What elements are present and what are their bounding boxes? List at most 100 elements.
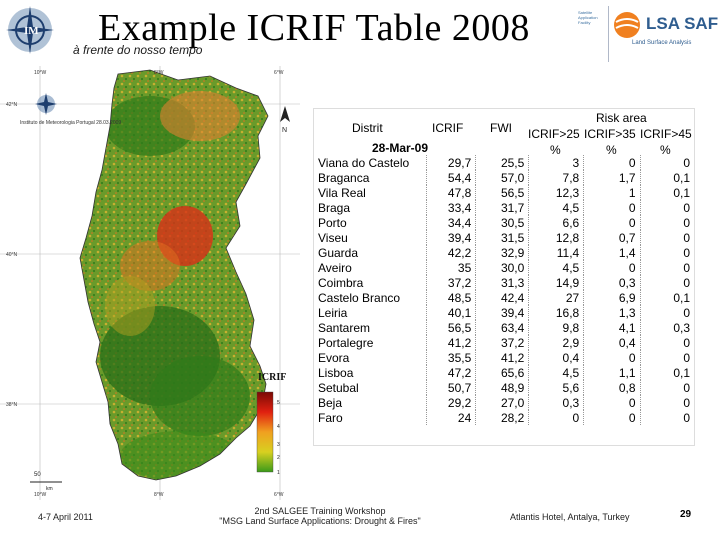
cell-risk25: 4,5 <box>528 260 584 275</box>
north-label: N <box>282 127 287 134</box>
col-header-icrif45: ICRIF>45 <box>640 127 692 141</box>
cell-risk35: 0 <box>583 350 641 365</box>
cell-risk25: 0,4 <box>528 350 584 365</box>
subtitle: à frente do nosso tempo <box>73 43 203 57</box>
icrif-data-table: Viana do Castelo 29,7 25,5 3 0 0 Braganca 54,4 5… <box>318 155 694 425</box>
table-row: Santarem 56,5 63,4 9,8 4,1 0,3 <box>318 320 694 335</box>
cell-risk45: 0 <box>639 245 694 260</box>
table-row: Faro 24 28,2 0 0 0 <box>318 410 694 425</box>
icrif-map: Instituto de Meteorologia Portugal 28.03… <box>0 66 300 500</box>
cell-risk35: 1,1 <box>583 365 641 380</box>
lon-label-10-bottom: 10°W <box>34 492 47 498</box>
cell-distrit: Guarda <box>318 245 359 260</box>
cell-icrif: 29,7 <box>425 155 476 170</box>
cell-fwi: 37,2 <box>475 335 529 350</box>
cell-icrif: 35,5 <box>425 350 476 365</box>
legend-value-1: 1 <box>277 470 280 476</box>
cell-fwi: 48,9 <box>475 380 529 395</box>
cell-risk25: 6,6 <box>528 215 584 230</box>
cell-icrif: 54,4 <box>425 170 476 185</box>
footer-event: 2nd SALGEE Training Workshop "MSG Land S… <box>202 506 438 526</box>
table-row: Coimbra 37,2 31,3 14,9 0,3 0 <box>318 275 694 290</box>
cell-distrit: Beja <box>318 395 343 410</box>
cell-icrif: 37,2 <box>425 275 476 290</box>
lon-label-6-bottom: 6°W <box>274 492 284 498</box>
cell-risk45: 0,1 <box>639 365 694 380</box>
cell-icrif: 56,5 <box>425 320 476 335</box>
header-divider <box>608 6 609 62</box>
cell-risk45: 0 <box>639 215 694 230</box>
cell-risk35: 1 <box>583 185 641 200</box>
cell-risk45: 0,1 <box>639 185 694 200</box>
cell-risk25: 4,5 <box>528 365 584 380</box>
table-row: Evora 35,5 41,2 0,4 0 0 <box>318 350 694 365</box>
cell-distrit: Leiria <box>318 305 348 320</box>
pct-label-35: % <box>606 143 617 157</box>
cell-distrit: Santarem <box>318 320 371 335</box>
page-number: 29 <box>680 509 692 520</box>
cell-risk25: 27 <box>528 290 584 305</box>
cell-distrit: Braganca <box>318 170 370 185</box>
lat-label-40: 40°N <box>6 252 18 258</box>
cell-fwi: 31,7 <box>475 200 529 215</box>
scale-bar: 50 km <box>30 472 62 492</box>
cell-risk25: 16,8 <box>528 305 584 320</box>
table-row: Guarda 42,2 32,9 11,4 1,4 0 <box>318 245 694 260</box>
legend-value-2: 2 <box>277 455 280 461</box>
cell-icrif: 33,4 <box>425 200 476 215</box>
footer-event-line1: 2nd SALGEE Training Workshop <box>254 506 386 516</box>
cell-risk35: 0,7 <box>583 230 641 245</box>
cell-distrit: Viseu <box>318 230 348 245</box>
cell-risk45: 0 <box>639 305 694 320</box>
table-body: Viana do Castelo 29,7 25,5 3 0 0 Braganca 54,4 5… <box>318 155 694 425</box>
cell-icrif: 42,2 <box>425 245 476 260</box>
cell-risk45: 0 <box>639 410 694 425</box>
cell-icrif: 34,4 <box>425 215 476 230</box>
col-header-icrif25: ICRIF>25 <box>528 127 580 141</box>
lon-label-8: 8°W <box>154 70 164 76</box>
col-header-fwi: FWI <box>490 121 512 135</box>
pct-label-45: % <box>660 143 671 157</box>
scale-label: 50 <box>34 472 41 478</box>
cell-icrif: 47,2 <box>425 365 476 380</box>
pct-label-25: % <box>550 143 561 157</box>
cell-risk45: 0 <box>639 350 694 365</box>
cell-fwi: 31,5 <box>475 230 529 245</box>
lat-label-38: 38°N <box>6 402 18 408</box>
cell-risk25: 7,8 <box>528 170 584 185</box>
legend-value-5: 5 <box>277 400 280 406</box>
table-row: Lisboa 47,2 65,6 4,5 1,1 0,1 <box>318 365 694 380</box>
cell-fwi: 30,5 <box>475 215 529 230</box>
legend-value-4: 4 <box>277 424 280 430</box>
cell-risk35: 1,3 <box>583 305 641 320</box>
cell-fwi: 63,4 <box>475 320 529 335</box>
col-header-icrif35: ICRIF>35 <box>584 127 636 141</box>
cell-icrif: 24 <box>425 410 476 425</box>
cell-distrit: Braga <box>318 200 351 215</box>
cell-fwi: 28,2 <box>475 410 529 425</box>
im-mini-logo-icon <box>35 93 57 115</box>
im-logo-icon: IM <box>6 6 54 54</box>
lsa-globe-icon <box>614 12 640 38</box>
cell-icrif: 40,1 <box>425 305 476 320</box>
cell-risk25: 9,8 <box>528 320 584 335</box>
cell-fwi: 42,4 <box>475 290 529 305</box>
cell-risk25: 3 <box>528 155 584 170</box>
lsa-small-text: Satellite Application Facility <box>578 10 598 25</box>
cell-risk35: 0 <box>583 410 641 425</box>
icrif-table: Distrit ICRIF FWI Risk area ICRIF>25 ICR… <box>313 108 695 446</box>
cell-risk25: 0,3 <box>528 395 584 410</box>
legend-title: ICRIF <box>258 372 286 383</box>
cell-distrit: Vila Real <box>318 185 366 200</box>
lon-label-10: 10°W <box>34 70 47 76</box>
table-row: Setubal 50,7 48,9 5,6 0,8 0 <box>318 380 694 395</box>
svg-text:IM: IM <box>24 25 39 37</box>
portugal-risk-map: Instituto de Meteorologia Portugal 28.03… <box>0 66 300 500</box>
cell-risk45: 0 <box>639 155 694 170</box>
cell-fwi: 41,2 <box>475 350 529 365</box>
cell-fwi: 31,3 <box>475 275 529 290</box>
table-row: Porto 34,4 30,5 6,6 0 0 <box>318 215 694 230</box>
cell-distrit: Faro <box>318 410 343 425</box>
cell-fwi: 30,0 <box>475 260 529 275</box>
col-header-distrit: Distrit <box>352 121 383 135</box>
